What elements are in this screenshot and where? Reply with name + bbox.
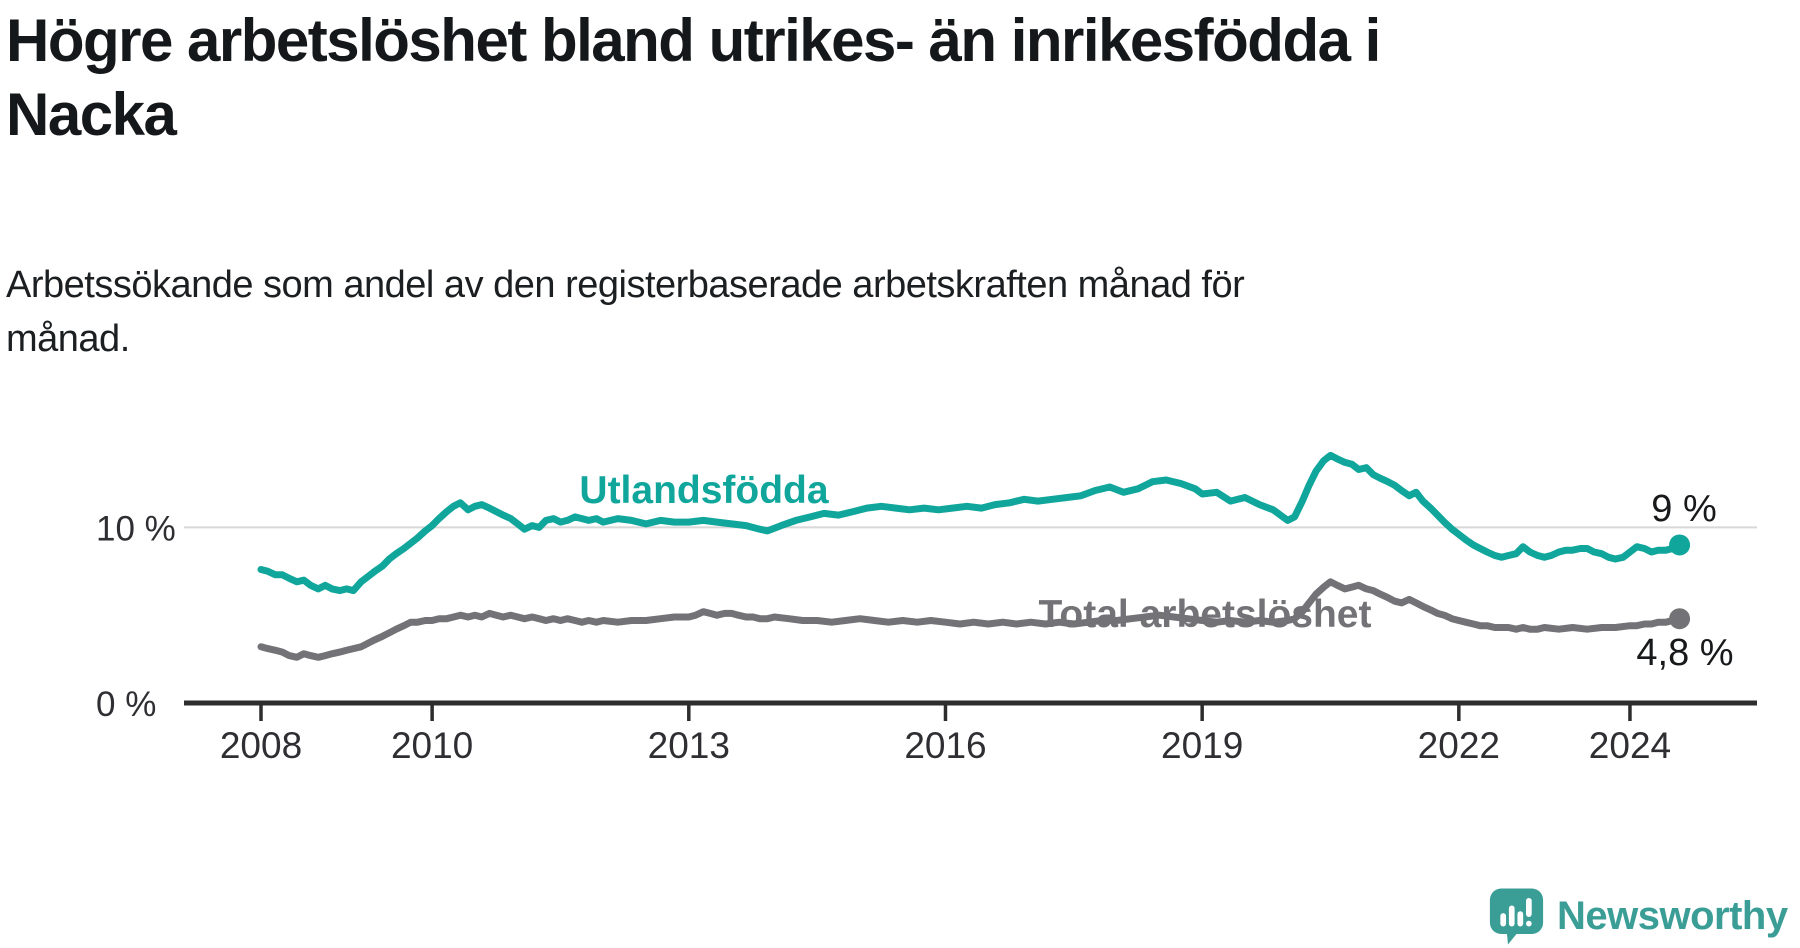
x-tick-label-2008: 2008 bbox=[220, 725, 302, 766]
utlandsfodda-end-value-label: 9 % bbox=[1651, 488, 1716, 530]
logo-exclamation-bar bbox=[1526, 897, 1532, 917]
logo-bubble-shape bbox=[1489, 888, 1544, 945]
total-arbetsloshet-label: Total arbetslöshet bbox=[1038, 593, 1371, 636]
logo-bar-2 bbox=[1508, 905, 1515, 927]
page-subtitle-line2: månad. bbox=[6, 318, 130, 360]
total-arbetsloshet-end-dot bbox=[1669, 608, 1691, 630]
x-tick-label-2016: 2016 bbox=[904, 725, 986, 766]
page-title: Högre arbetslöshet bland utrikes- än inr… bbox=[6, 4, 1726, 152]
newsworthy-logo-icon bbox=[1489, 888, 1544, 945]
utlandsfodda-label: Utlandsfödda bbox=[579, 469, 828, 512]
utlandsfodda-end-dot bbox=[1669, 534, 1691, 556]
newsworthy-logo-text: Newsworthy bbox=[1557, 893, 1788, 938]
x-tick-label-2013: 2013 bbox=[648, 725, 730, 766]
page-subtitle-line1: Arbetssökande som andel av den registerb… bbox=[6, 264, 1245, 306]
page-title-line1: Högre arbetslöshet bland utrikes- än inr… bbox=[6, 7, 1381, 74]
total-arbetsloshet-line bbox=[257, 578, 1684, 661]
y-tick-label-10: 10 % bbox=[96, 509, 176, 548]
x-tick-label-2022: 2022 bbox=[1418, 725, 1500, 766]
logo-bar-3 bbox=[1517, 911, 1524, 927]
x-tick-label-2024: 2024 bbox=[1589, 725, 1671, 766]
logo-bar-1 bbox=[1500, 913, 1507, 927]
newsworthy-logo: Newsworthy bbox=[1488, 884, 1800, 948]
utlandsfodda-line bbox=[257, 451, 1684, 595]
total-arbetsloshet-end-value-label: 4,8 % bbox=[1636, 632, 1733, 674]
page-subtitle: Arbetssökande som andel av den registerb… bbox=[6, 258, 1566, 366]
x-tick-label-2019: 2019 bbox=[1161, 725, 1243, 766]
x-tick-label-2010: 2010 bbox=[391, 725, 473, 766]
logo-exclamation-dot bbox=[1526, 920, 1532, 927]
y-tick-label-0: 0 % bbox=[96, 685, 156, 724]
page-title-line2: Nacka bbox=[6, 81, 177, 148]
